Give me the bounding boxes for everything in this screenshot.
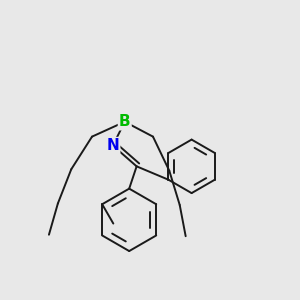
- Text: N: N: [106, 138, 119, 153]
- Text: B: B: [119, 114, 130, 129]
